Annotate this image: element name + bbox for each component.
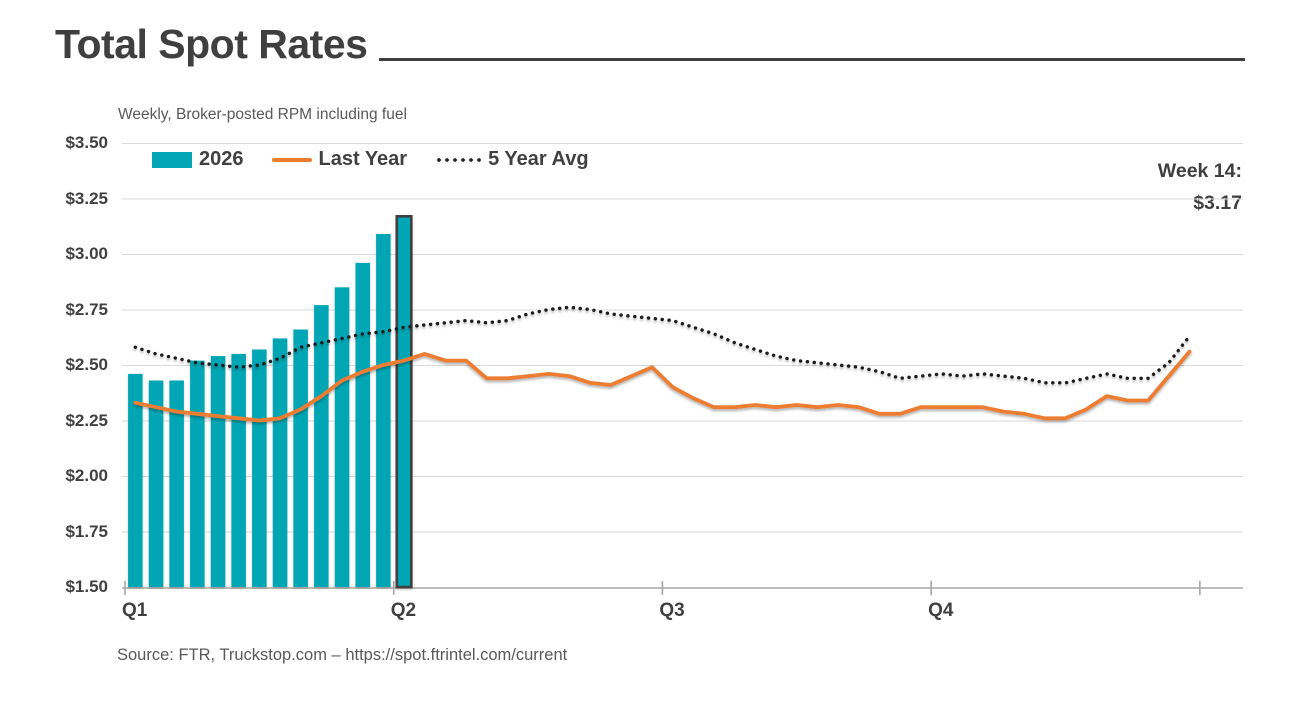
bar-week-11 <box>334 287 350 587</box>
bar-week-14-highlighted <box>395 215 413 589</box>
week-annotation: Week 14: $3.17 <box>1158 155 1242 219</box>
x-axis-label-q1: Q1 <box>122 600 148 621</box>
y-axis-label: $2.75 <box>65 299 108 319</box>
bar-week-5 <box>210 356 226 587</box>
y-axis-label: $1.75 <box>65 521 108 541</box>
chart-header: Total Spot Rates <box>55 21 1245 68</box>
bar-week-4 <box>190 360 205 587</box>
bar-week-12 <box>355 262 370 587</box>
page-title: Total Spot Rates <box>55 21 368 67</box>
bar-week-8 <box>272 338 288 587</box>
legend-item-2026: 2026 <box>152 148 244 171</box>
legend: 2026 Last Year 5 Year Avg <box>152 148 589 171</box>
x-axis-label-q3: Q3 <box>659 600 685 621</box>
y-axis-label: $2.25 <box>65 410 108 430</box>
title-underline <box>379 57 1245 61</box>
line-swatch-icon <box>271 157 312 162</box>
legend-item-last-year: Last Year <box>271 148 408 171</box>
last-year-line <box>133 349 1192 423</box>
bar-week-1 <box>128 373 143 587</box>
source-note: Source: FTR, Truckstop.com – https://spo… <box>117 646 568 664</box>
five-year-avg-line <box>133 305 1192 385</box>
legend-label-last-year: Last Year <box>318 148 408 170</box>
legend-label-2026: 2026 <box>199 148 244 170</box>
x-axis-label-q2: Q2 <box>390 600 417 621</box>
bar-week-6 <box>231 353 246 587</box>
bar-week-13 <box>376 234 391 587</box>
annotation-value: $3.17 <box>1193 192 1242 214</box>
bar-week-2 <box>148 380 164 587</box>
annotation-week-label: Week 14: <box>1157 160 1242 182</box>
bar-week-10 <box>314 305 329 587</box>
x-axis-label-q4: Q4 <box>928 600 954 621</box>
y-axis-label: $2.00 <box>65 466 108 485</box>
bar-week-7 <box>252 349 267 587</box>
legend-item-5-year-avg: 5 Year Avg <box>435 148 589 171</box>
dotted-swatch-icon <box>435 157 482 162</box>
y-axis-label: $3.25 <box>65 188 108 208</box>
chart-subtitle: Weekly, Broker-posted RPM including fuel <box>118 106 407 123</box>
bar-swatch-icon <box>152 151 192 168</box>
bar-week-9 <box>293 329 308 587</box>
bars-2026 <box>128 215 413 589</box>
legend-label-5-year-avg: 5 Year Avg <box>488 148 589 170</box>
y-axis-label: $2.50 <box>65 355 108 374</box>
bar-week-3 <box>169 380 184 587</box>
y-axis-label: $1.50 <box>65 577 108 596</box>
y-axis-label: $3.50 <box>65 133 108 152</box>
y-axis-label: $3.00 <box>65 244 108 263</box>
